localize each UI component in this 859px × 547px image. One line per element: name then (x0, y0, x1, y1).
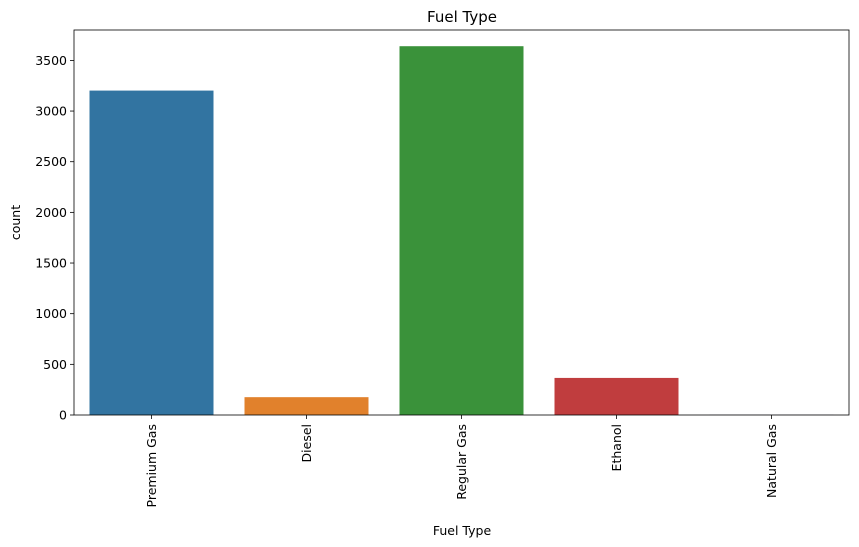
x-tick-label: Ethanol (609, 424, 624, 471)
x-axis-label: Fuel Type (433, 523, 492, 538)
bar-ethanol (554, 377, 679, 415)
y-tick-label: 0 (59, 408, 67, 423)
x-tick-label: Regular Gas (454, 424, 469, 500)
bar-premium-gas (89, 90, 214, 415)
y-tick-label: 3500 (35, 53, 67, 68)
y-tick-label: 2500 (35, 154, 67, 169)
y-axis-label: count (8, 205, 23, 240)
x-tick-label: Diesel (299, 424, 314, 462)
y-tick-label: 2000 (35, 205, 67, 220)
bar-regular-gas (399, 46, 524, 416)
x-tick-label: Natural Gas (764, 424, 779, 498)
bar-diesel (244, 397, 369, 415)
x-axis-ticks: Premium Gas Diesel Regular Gas Ethanol Natur… (144, 415, 779, 507)
y-tick-label: 1000 (35, 306, 67, 321)
y-axis-ticks: 0 500 1000 1500 2000 2500 3000 3500 (35, 53, 74, 423)
y-tick-label: 3000 (35, 104, 67, 119)
y-tick-label: 500 (43, 357, 67, 372)
x-tick-label: Premium Gas (144, 424, 159, 507)
plot-frame (73, 29, 850, 416)
bars-group (89, 46, 834, 416)
chart-title: Fuel Type (427, 8, 497, 26)
y-tick-label: 1500 (35, 256, 67, 271)
